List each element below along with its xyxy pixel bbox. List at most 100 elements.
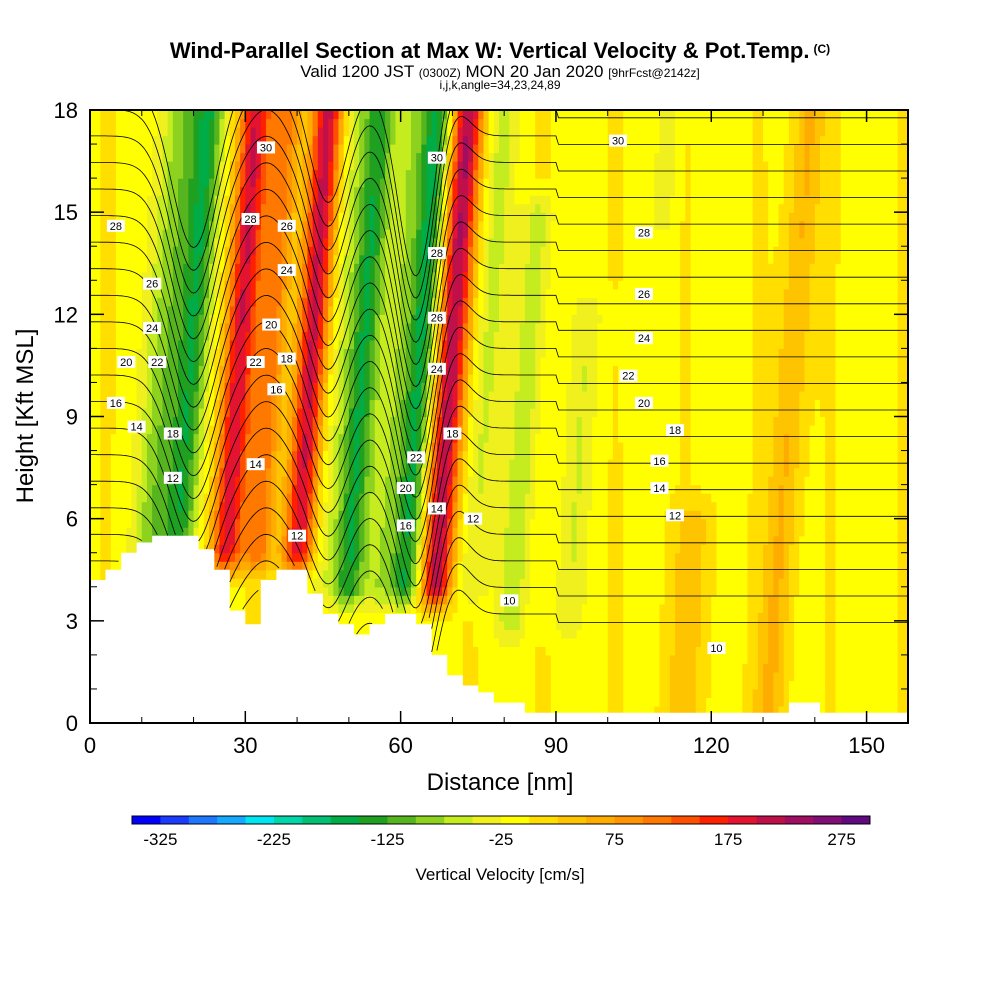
w-cell (260, 254, 267, 264)
w-cell (157, 186, 164, 196)
w-cell (229, 254, 236, 264)
w-cell (333, 365, 340, 375)
w-cell (209, 169, 215, 179)
w-cell (302, 144, 309, 154)
w-cell (410, 561, 417, 571)
w-cell (214, 373, 221, 384)
w-cell (209, 135, 215, 145)
w-cell (141, 263, 148, 273)
w-cell (317, 229, 324, 239)
w-cell (115, 322, 122, 332)
w-cell (291, 493, 298, 503)
w-cell (271, 212, 277, 222)
w-cell (416, 348, 422, 358)
w-cell (390, 161, 397, 171)
w-cell (317, 135, 324, 145)
w-cell (209, 535, 215, 545)
w-cell (400, 305, 407, 315)
w-cell (126, 237, 133, 247)
w-cell (183, 246, 189, 256)
w-cell (214, 288, 221, 298)
w-cell (141, 305, 148, 315)
w-cell (348, 382, 355, 392)
w-cell (255, 561, 262, 571)
w-cell (214, 237, 221, 247)
w-cell (234, 314, 241, 324)
w-cell (426, 195, 433, 205)
w-cell (400, 220, 407, 230)
w-cell (328, 518, 334, 528)
w-cell (152, 212, 158, 222)
w-cell (219, 416, 226, 426)
w-cell (416, 314, 422, 324)
w-cell (426, 561, 433, 571)
w-cell (90, 186, 96, 196)
w-cell (297, 280, 303, 290)
w-cell (286, 493, 293, 503)
w-cell (255, 476, 262, 486)
w-cell (421, 535, 428, 545)
w-cell (343, 246, 350, 256)
w-cell (343, 212, 350, 222)
w-cell (255, 331, 262, 341)
w-cell (405, 569, 412, 579)
w-cell (141, 365, 148, 375)
w-cell (369, 416, 376, 426)
w-cell (131, 169, 138, 179)
w-cell (131, 322, 138, 332)
w-cell (291, 518, 298, 528)
w-cell (442, 586, 448, 596)
w-cell (234, 339, 241, 349)
w-cell (281, 373, 288, 384)
w-cell (395, 152, 402, 162)
w-cell (395, 212, 402, 222)
w-cell (379, 407, 386, 418)
w-cell (317, 169, 324, 179)
w-cell (105, 382, 112, 392)
w-cell (322, 271, 329, 281)
w-cell (297, 467, 303, 477)
w-cell (146, 118, 153, 128)
w-cell (312, 118, 319, 128)
w-cell (369, 493, 376, 503)
w-cell (209, 348, 215, 358)
w-cell (379, 314, 386, 324)
w-cell (442, 620, 448, 630)
w-cell (178, 254, 184, 264)
w-cell (333, 484, 340, 494)
w-cell (322, 527, 329, 537)
w-cell (410, 152, 417, 162)
w-cell (442, 476, 448, 486)
w-cell (405, 305, 412, 315)
w-cell (390, 178, 397, 188)
w-cell (152, 203, 158, 213)
w-cell (198, 518, 205, 528)
w-cell (172, 348, 179, 358)
w-cell (307, 297, 314, 307)
w-cell (354, 144, 360, 154)
w-cell (183, 331, 189, 341)
w-cell (338, 356, 345, 367)
w-cell (442, 186, 448, 196)
w-cell (322, 288, 329, 298)
w-cell (390, 356, 397, 367)
w-cell (95, 229, 101, 239)
w-cell (260, 373, 267, 384)
w-cell (276, 467, 283, 477)
w-cell (203, 501, 210, 511)
w-cell (390, 297, 397, 307)
w-cell (343, 203, 350, 213)
w-cell (183, 416, 189, 426)
w-cell (328, 322, 334, 332)
w-cell (348, 186, 355, 196)
w-cell (100, 144, 107, 154)
w-cell (214, 178, 221, 188)
w-cell (442, 339, 448, 349)
w-cell (281, 178, 288, 188)
w-cell (297, 425, 303, 435)
w-cell (146, 390, 153, 401)
w-cell (126, 442, 133, 452)
w-cell (193, 263, 200, 273)
w-cell (157, 339, 164, 349)
w-cell (219, 237, 226, 247)
